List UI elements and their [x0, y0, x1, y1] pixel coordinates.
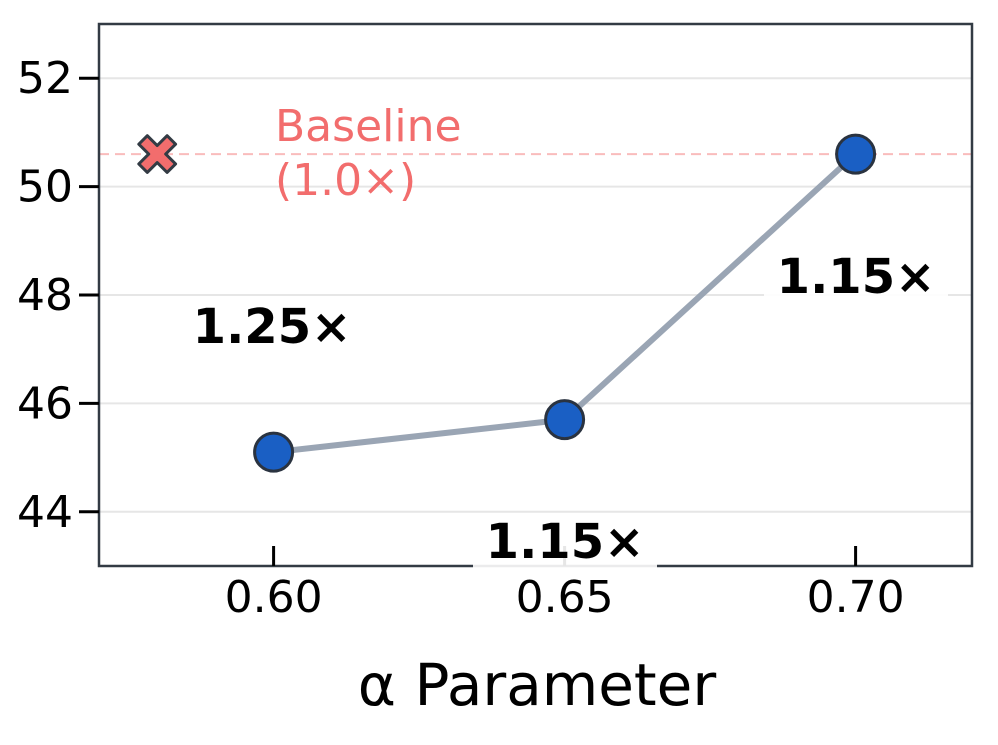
baseline-marker: [137, 134, 178, 174]
x-axis-title: α Parameter: [358, 651, 717, 719]
y-tick-label: 44: [17, 487, 73, 538]
x-tick-label: 0.70: [807, 572, 905, 623]
y-axis: 44 46 48 50 52: [17, 53, 99, 538]
speed-label-bg: [473, 514, 657, 570]
speed-label: 1.15×: [486, 514, 645, 570]
baseline-label: Baseline: [275, 101, 462, 152]
data-point: [253, 431, 295, 473]
speed-label: 1.15×: [777, 249, 936, 305]
baseline-x-shape: [137, 134, 178, 174]
data-point: [835, 133, 877, 175]
grid-lines: [99, 77, 972, 513]
speed-label-bg: [180, 299, 364, 355]
x-tick-label: 0.60: [225, 572, 323, 623]
y-tick-label: 52: [17, 53, 73, 104]
speed-label: 1.25×: [193, 299, 352, 355]
y-tick-label: 46: [17, 378, 73, 429]
series-layer: 1.25× 1.15× 1.15×: [180, 133, 948, 570]
y-tick-label: 50: [17, 162, 73, 213]
baseline-sublabel: (1.0×): [275, 155, 416, 206]
x-tick-label: 0.65: [516, 572, 614, 623]
y-tick-label: 48: [17, 270, 73, 321]
x-axis: 0.60 0.65 0.70: [225, 546, 905, 623]
speed-label-bg: [764, 249, 948, 305]
baseline-x-marker: [137, 134, 178, 174]
data-point: [544, 399, 586, 441]
